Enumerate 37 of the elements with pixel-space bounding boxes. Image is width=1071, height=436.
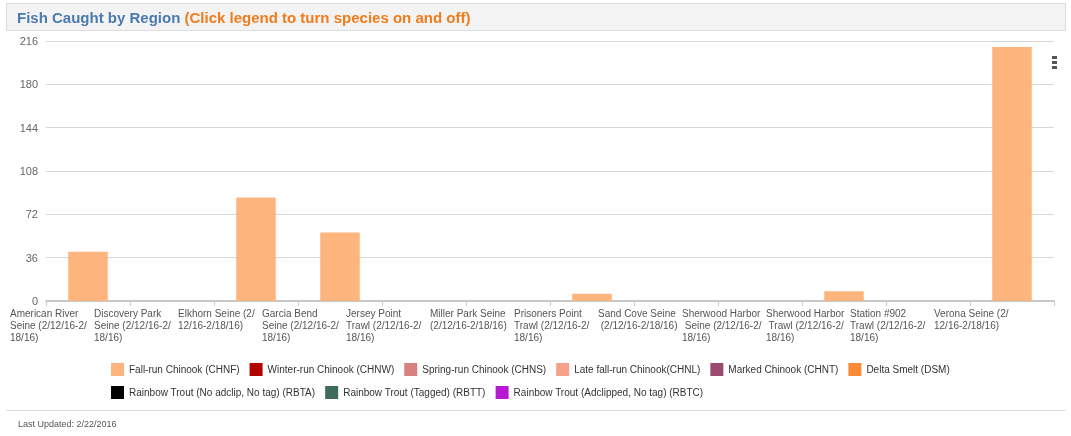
- x-tick-label: Verona Seine (2/12/16-2/18/16): [934, 307, 1009, 331]
- y-tick-label: 108: [19, 165, 38, 177]
- legend-label: Delta Smelt (DSM): [866, 364, 950, 375]
- legend-label: Late fall-run Chinook(CHNL): [574, 364, 701, 375]
- x-tick-label: Sherwood Harbor Seine (2/12/16-2/18/16): [682, 307, 762, 343]
- chart-title: Fish Caught by Region: [17, 9, 181, 26]
- x-tick-label: Sand Cove Seine (2/12/16-2/18/16): [598, 307, 678, 331]
- legend-label: Rainbow Trout (No adclip, No tag) (RBTA): [129, 387, 315, 398]
- bar: [236, 197, 276, 301]
- y-tick-label: 216: [19, 35, 38, 47]
- y-tick-label: 72: [25, 208, 38, 221]
- chart-subtitle: (Click legend to turn species on and off): [184, 9, 471, 26]
- bar: [572, 293, 612, 301]
- legend-label: Marked Chinook (CHNT): [728, 364, 839, 375]
- y-tick-label: 0: [31, 295, 38, 307]
- x-tick-label: Garcia Bend Seine (2/12/16-2/18/16): [262, 307, 339, 343]
- y-tick-label: 36: [25, 251, 38, 264]
- bar: [68, 251, 108, 301]
- x-tick-label: Jersey Point Trawl (2/12/16-2/18/16): [346, 307, 422, 343]
- x-tick-label: Discovery Park Seine (2/12/16-2/18/16): [94, 307, 171, 343]
- y-tick-label: 180: [19, 78, 38, 91]
- x-tick-label: Elkhorn Seine (2/12/16-2/18/16): [178, 307, 255, 331]
- legend-label: Fall-run Chinook (CHNF): [129, 364, 240, 375]
- bar: [992, 47, 1032, 301]
- x-tick-label: Miller Park Seine (2/12/16-2/18/16): [430, 307, 509, 331]
- text: Last Updated: 2/22/2016: [6, 410, 1066, 436]
- x-tick-label: Station #902 Trawl (2/12/16-2/18/16): [850, 307, 926, 343]
- legend-label: Rainbow Trout (Tagged) (RBTT): [343, 387, 486, 398]
- legend-label: Rainbow Trout (Adclipped, No tag) (RBTC): [513, 387, 704, 398]
- legend-label: Spring-run Chinook (CHNS): [422, 364, 547, 375]
- x-tick-label: Sherwood Harbor Trawl (2/12/16-2/18/16): [766, 307, 846, 343]
- legend-label: Winter-run Chinook (CHNW): [267, 364, 395, 375]
- y-tick-label: 144: [19, 121, 38, 134]
- bar: [824, 291, 864, 301]
- x-tick-label: Prisoners Point Trawl (2/12/16-2/18/16): [514, 307, 590, 343]
- bar: [320, 232, 360, 301]
- x-tick-label: American River Seine (2/12/16-2/18/16): [10, 307, 87, 343]
